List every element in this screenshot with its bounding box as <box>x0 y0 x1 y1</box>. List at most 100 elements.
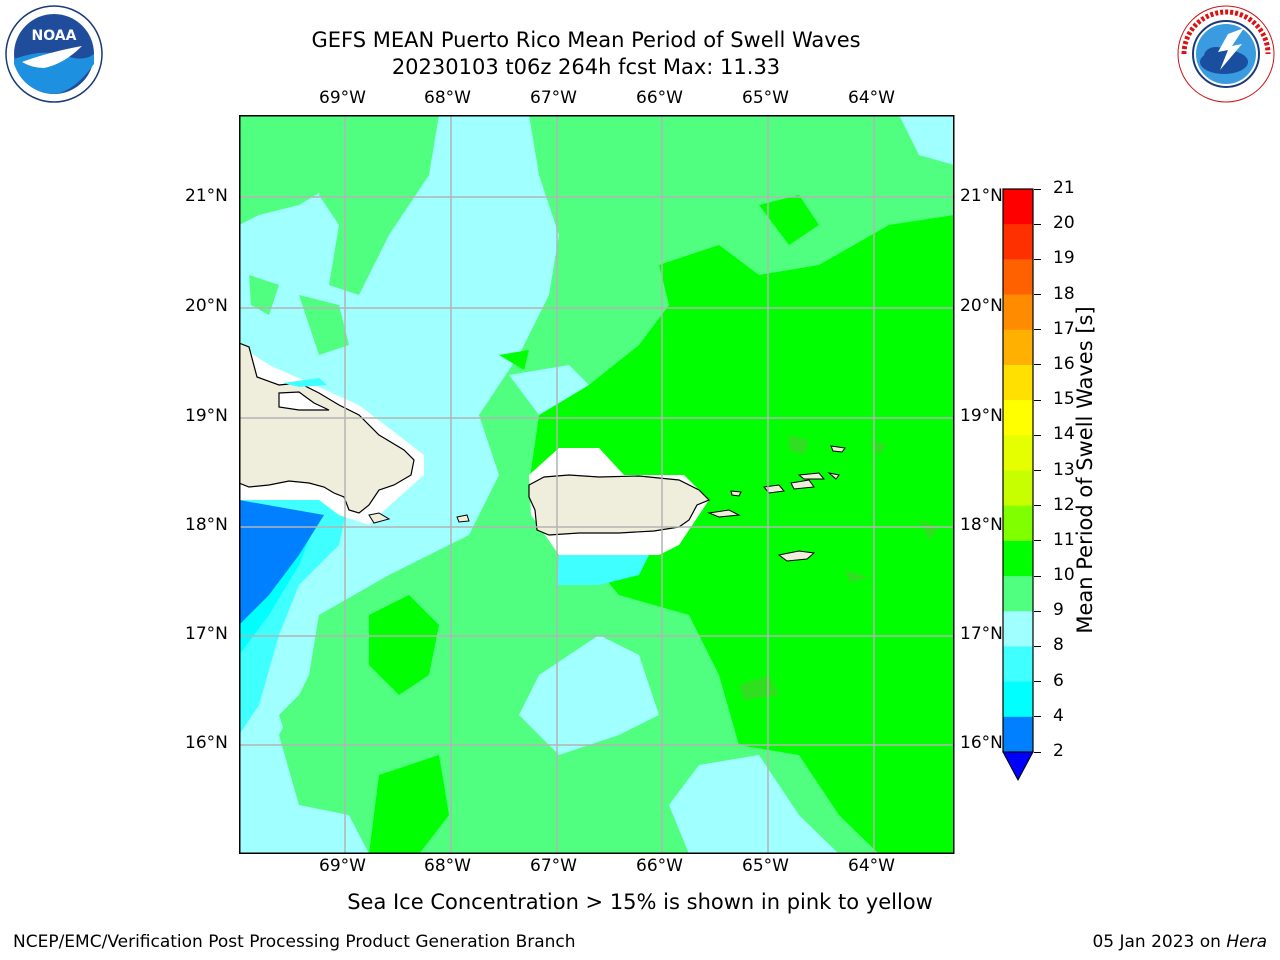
colorbar-tick-mark <box>1034 223 1041 225</box>
footer-date: 05 Jan 2023 on Hera <box>1092 932 1267 952</box>
land-st-croix <box>777 550 816 562</box>
colorbar-tick-label: 21 <box>1053 178 1075 198</box>
field-level-6-8-bay <box>283 378 327 387</box>
colorbar-tick-label: 9 <box>1053 600 1064 621</box>
colorbar-extend-arrow <box>1002 751 1034 782</box>
lat-label-right-19n: 19°N <box>960 406 1003 426</box>
colorbar-tick-mark <box>1034 505 1041 507</box>
field-level-9-10-south <box>279 675 349 775</box>
lon-label-top-69w: 69°W <box>319 88 366 108</box>
field-level-2-4 <box>239 500 324 625</box>
colorbar-band <box>1003 329 1033 366</box>
colorbar-tick-label: 10 <box>1053 565 1075 586</box>
lat-label-left-18n: 18°N <box>185 515 228 535</box>
colorbar-tick-label: 17 <box>1053 318 1075 339</box>
colorbar-tick-mark <box>1034 575 1041 577</box>
colorbar-tick-mark <box>1034 434 1041 436</box>
colorbar-band <box>1003 681 1033 718</box>
lat-label-right-18n: 18°N <box>960 515 1003 535</box>
lat-label-right-20n: 20°N <box>960 296 1003 316</box>
lat-label-right-16n: 16°N <box>960 733 1003 753</box>
colorbar-tick-mark <box>1034 470 1041 471</box>
field-level-11-12-a <box>739 675 779 700</box>
lon-label-bottom-64w: 64°W <box>848 856 895 876</box>
colorbar-band <box>1003 435 1033 471</box>
colorbar-tick-label: 14 <box>1053 424 1075 445</box>
samana-bay <box>278 391 330 411</box>
colorbar-tick-label: 16 <box>1053 353 1075 374</box>
colorbar-tick-label: 12 <box>1053 494 1075 515</box>
colorbar-tick-mark <box>1034 540 1041 542</box>
field-level-11-12-d <box>919 520 939 540</box>
colorbar-tick-label: 11 <box>1053 529 1075 550</box>
land-puerto-rico <box>528 474 711 536</box>
field-level-10-11-east <box>529 215 954 854</box>
chart-title: GEFS MEAN Puerto Rico Mean Period of Swe… <box>311 28 861 52</box>
field-level-10-11-patch <box>499 350 529 370</box>
lon-label-top-67w: 67°W <box>530 88 577 108</box>
colorbar-label: Mean Period of Swell Waves [s] <box>1073 306 1097 634</box>
graticule <box>239 115 954 854</box>
field-level-10-11-south <box>369 755 449 854</box>
sea-ice-caption: Sea Ice Concentration > 15% is shown in … <box>347 890 933 914</box>
lat-label-right-17n: 17°N <box>960 624 1003 644</box>
colorbar-tick-mark <box>1034 188 1041 190</box>
colorbar-band <box>1003 189 1033 225</box>
colorbar-tick-label: 4 <box>1053 705 1064 726</box>
field-level-10-11-north <box>759 195 819 245</box>
lat-label-left-17n: 17°N <box>185 624 228 644</box>
field-level-6-8-pr <box>557 555 649 585</box>
field-level-8-9-patch-e <box>899 115 954 165</box>
land-mona-island <box>456 514 470 523</box>
colorbar-band <box>1003 470 1033 507</box>
colorbar-tick-mark <box>1034 751 1041 753</box>
colorbar-tick-mark <box>1034 399 1041 401</box>
noaa-logo-text: NOAA <box>32 28 77 44</box>
colorbar-tick-mark <box>1034 294 1041 296</box>
field-level-9-10-nw2 <box>319 115 439 295</box>
colorbar-band <box>1003 400 1033 436</box>
colorbar-band <box>1003 576 1033 612</box>
lon-label-bottom-68w: 68°W <box>424 856 471 876</box>
land-virgin-gorda <box>827 472 840 480</box>
colorbar-frame <box>1002 188 1034 753</box>
footer-date-text: 05 Jan 2023 on <box>1092 932 1227 952</box>
field-level-11-12-e <box>844 570 869 583</box>
colorbar-tick-label: 2 <box>1053 741 1064 761</box>
colorbar-band <box>1003 716 1033 753</box>
field-level-8-9-patch-b <box>519 635 659 755</box>
colorbar-tick-mark <box>1034 258 1041 260</box>
lat-label-left-19n: 19°N <box>185 406 228 426</box>
colorbar-tick-label: 15 <box>1053 389 1075 410</box>
map-frame <box>239 115 955 854</box>
land-vieques <box>707 509 741 518</box>
footer-host: Hera <box>1226 932 1267 952</box>
lon-label-top-68w: 68°W <box>424 88 471 108</box>
field-level-9-10-patch2 <box>299 295 349 355</box>
colorbar-tick-label: 20 <box>1053 213 1075 234</box>
lon-label-top-65w: 65°W <box>742 88 789 108</box>
colorbar-band <box>1003 364 1033 401</box>
lon-label-bottom-69w: 69°W <box>319 856 366 876</box>
land-st-john <box>790 479 815 490</box>
colorbar-band <box>1003 259 1033 296</box>
nws-logo <box>1177 5 1275 103</box>
colorbar-tick-label: 18 <box>1053 283 1075 304</box>
noaa-logo: NOAA <box>5 5 103 103</box>
land-tortola <box>797 472 826 480</box>
colorbar-band <box>1003 611 1033 647</box>
lon-label-top-64w: 64°W <box>848 88 895 108</box>
colorbar-band <box>1003 646 1033 683</box>
footer-branch: NCEP/EMC/Verification Post Processing Pr… <box>13 932 576 952</box>
lon-label-bottom-65w: 65°W <box>742 856 789 876</box>
colorbar-band <box>1003 224 1033 260</box>
lon-label-bottom-66w: 66°W <box>636 856 683 876</box>
field-level-9-10-patch1 <box>249 275 279 315</box>
colorbar-tick-mark <box>1034 645 1041 647</box>
lat-label-right-21n: 21°N <box>960 186 1003 206</box>
land-saona-island <box>368 512 391 524</box>
colorbar-tick-mark <box>1034 716 1041 718</box>
colorbar-tick-mark <box>1034 364 1041 366</box>
field-level-8-9-patch-c <box>669 755 839 854</box>
land-culebra <box>730 490 742 497</box>
